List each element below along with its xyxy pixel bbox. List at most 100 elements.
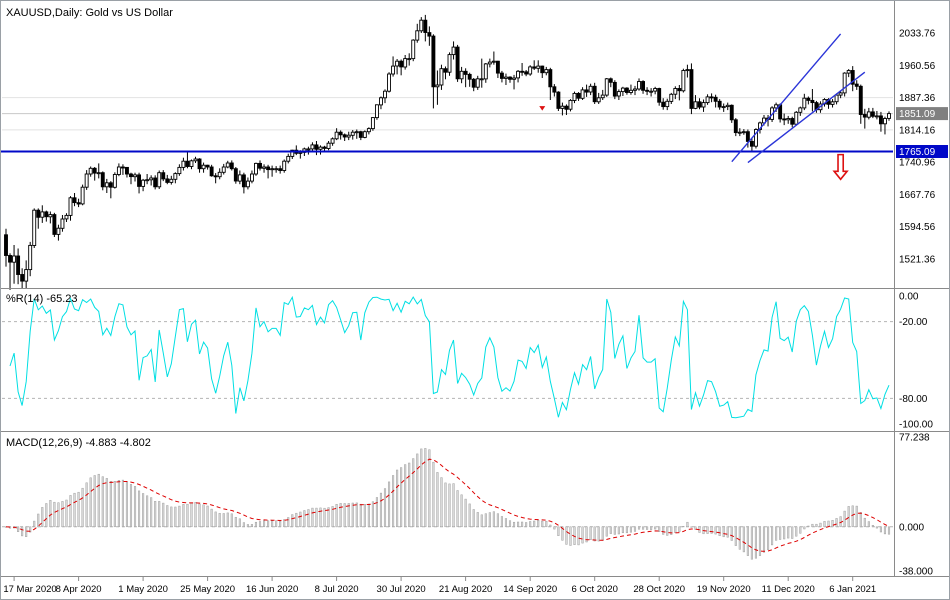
price-panel[interactable] (2, 1, 893, 288)
macd-bar (420, 448, 423, 528)
price-scale-label: 1594.56 (899, 222, 936, 233)
macd-bar (254, 521, 258, 528)
candle-body (729, 104, 734, 121)
macd-bar (150, 497, 153, 528)
macd-bar (117, 480, 120, 528)
candle-body (237, 174, 242, 182)
price-scale-label: 1740.96 (899, 158, 936, 169)
macd-bar (17, 526, 20, 532)
macd-bar (851, 505, 854, 528)
time-label: 21 Aug 2020 (439, 584, 492, 595)
candle-body (685, 69, 690, 72)
macd-bar (412, 458, 415, 528)
macd-bar (61, 501, 64, 528)
candle-body (721, 106, 726, 109)
macd-scale-label: 77.238 (899, 433, 930, 444)
price-scale[interactable]: 2033.76 1960.56 1887.36 1814.16 1740.96 1667.… (896, 29, 948, 578)
candle-body (306, 148, 311, 151)
macd-bar (343, 503, 346, 528)
price-scale-label: 1521.36 (899, 254, 936, 265)
candle-body (209, 166, 214, 177)
candle-body (68, 197, 73, 216)
macd-bar (867, 521, 870, 528)
macd-bar (29, 526, 32, 533)
macd-bar (823, 521, 826, 528)
candle-body (737, 131, 742, 134)
candle-body (161, 172, 166, 180)
candle-body (536, 65, 541, 69)
macd-bar (819, 522, 822, 528)
macd-bar (787, 526, 790, 539)
macd-bar (625, 526, 628, 534)
trendline-object[interactable] (747, 71, 866, 164)
candle-body (233, 168, 238, 182)
candle-body (878, 115, 883, 125)
macd-bar (271, 520, 274, 528)
candle-body (52, 214, 57, 235)
macd-bar (605, 526, 608, 537)
macd-bar (93, 475, 96, 528)
wpr-line (9, 295, 890, 419)
candle-body (129, 173, 133, 178)
candle-body (741, 131, 746, 134)
macd-bar (561, 526, 564, 541)
candle-body (157, 172, 162, 188)
macd-bar (238, 518, 241, 528)
macd-bar (178, 505, 181, 528)
macd-bar (41, 507, 44, 528)
macd-bar (569, 526, 572, 546)
macd-bar (335, 504, 338, 528)
macd-bar (650, 526, 653, 530)
candle-body (96, 172, 101, 175)
macd-bar (387, 481, 391, 528)
candle-body (338, 131, 343, 136)
macd-bar (242, 522, 245, 528)
macd-bar (339, 503, 342, 528)
candle-body (379, 97, 383, 106)
macd-bar (162, 502, 165, 528)
candle-body (177, 166, 182, 175)
macd-bar (371, 501, 374, 528)
candle-body (427, 32, 432, 37)
macd-bar (267, 520, 270, 528)
candle-body (854, 83, 859, 87)
price-scale-label: 1960.56 (899, 61, 936, 72)
candle-body (475, 78, 480, 88)
macd-bar (565, 526, 568, 545)
macd-bar (89, 477, 92, 528)
macd-bar (133, 486, 137, 528)
candle-body (544, 69, 549, 74)
macd-bar (210, 508, 213, 528)
candle-body (411, 39, 416, 60)
macd-bar (392, 475, 395, 528)
candle-body (221, 166, 226, 173)
macd-bar (142, 493, 145, 528)
arrow-down-object[interactable] (832, 153, 849, 181)
macd-bar (73, 492, 76, 528)
trendline-object[interactable] (731, 33, 842, 163)
macd-scale-label: 0.000 (899, 522, 924, 533)
time-label: 28 Oct 2020 (633, 584, 685, 595)
candle-body (653, 88, 658, 92)
candle-body (588, 85, 593, 93)
macd-bar (472, 509, 475, 528)
candle-body (387, 73, 391, 92)
candle-body (790, 118, 795, 125)
candle-body (213, 175, 218, 178)
candle-body (802, 97, 807, 109)
candle-body (830, 101, 835, 105)
candle-body (713, 96, 718, 102)
candle-body (725, 104, 730, 108)
candle-body (641, 81, 645, 91)
time-label: 19 Nov 2020 (697, 584, 751, 595)
macd-bar (855, 505, 858, 528)
macd-bar (577, 526, 580, 546)
candle-body (76, 202, 81, 205)
macd-bar (883, 526, 887, 535)
macd-bar (222, 513, 225, 528)
macd-bar (783, 526, 786, 540)
sell-marker[interactable] (539, 106, 546, 111)
macd-bar (775, 526, 778, 541)
